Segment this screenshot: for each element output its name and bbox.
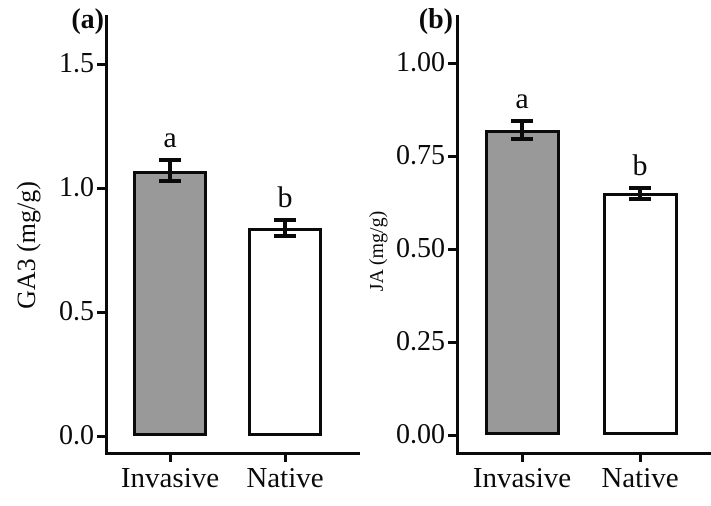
error-bar-cap-top-invasive [159,158,181,163]
error-bar-line-native [283,217,287,238]
error-bar-cap-bottom-native [629,196,651,201]
y-tick [448,61,456,65]
y-tick-label: 0.25 [396,326,445,357]
y-tick-label: 1.00 [396,47,445,78]
x-tick-label-invasive: Invasive [120,462,220,494]
x-tick-label-native: Native [246,462,324,494]
sig-letter-native: b [632,148,648,182]
y-tick-label: 0.75 [396,140,445,171]
sig-letter-invasive: a [163,121,177,155]
y-tick-label: 0.0 [59,420,94,451]
error-bar-cap-bottom-invasive [511,137,533,142]
y-tick-label: 1.5 [59,48,94,79]
y-tick [448,433,456,437]
y-tick-label: 0.00 [396,419,445,450]
error-bar-line-invasive [520,118,524,142]
sig-letter-invasive: a [515,81,529,115]
bar-native [602,193,678,435]
error-bar-line-invasive [168,158,172,184]
panel-label: (a) [71,4,104,35]
panel-label: (b) [418,4,453,35]
y-axis-line [105,15,108,455]
bar-invasive [484,129,560,435]
x-tick-label-invasive: Invasive [472,462,572,494]
y-tick [448,154,456,158]
x-axis-line [105,452,360,455]
error-bar-cap-top-invasive [511,118,533,123]
x-tick-invasive [168,455,172,462]
error-bar-cap-bottom-native [274,233,296,238]
y-tick-label: 1.0 [59,172,94,203]
error-bar-cap-top-native [629,185,651,190]
y-tick [97,310,105,314]
y-tick [97,186,105,190]
error-bar-line-native [638,185,642,201]
x-tick-native [283,455,287,462]
y-tick [97,62,105,66]
error-bar-cap-bottom-invasive [159,179,181,184]
x-tick-invasive [520,455,524,462]
y-axis-line [456,15,459,455]
x-tick-native [638,455,642,462]
sig-letter-native: b [277,180,293,214]
y-tick [448,247,456,251]
x-axis-line [456,452,711,455]
y-tick-label: 0.5 [59,296,94,327]
y-tick-label: 0.50 [396,233,445,264]
y-tick [97,434,105,438]
error-bar-cap-top-native [274,217,296,222]
y-tick [448,340,456,344]
x-tick-label-native: Native [601,462,679,494]
